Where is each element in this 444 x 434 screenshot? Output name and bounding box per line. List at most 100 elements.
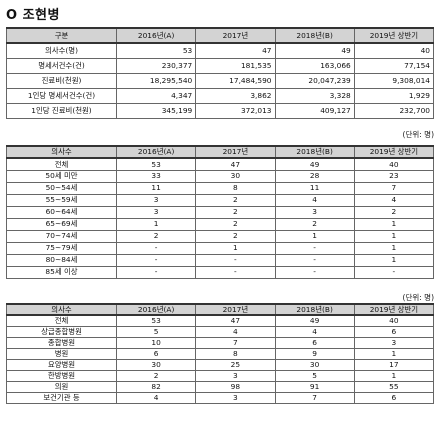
table-cell: 1 (353, 369, 435, 382)
unit-label-1: (단위: 명) (402, 130, 434, 139)
table-cell: 1 (353, 347, 435, 360)
table-row: 전체 53 47 49 40 (6, 314, 435, 327)
row-label: 종합병원 (6, 336, 117, 349)
column-header: 2019년 상반기 (353, 145, 435, 159)
table-row: 75~79세 -1-1 (6, 241, 435, 255)
row-header-label: 의사수 (6, 145, 117, 159)
table-cell: 3 (274, 205, 355, 219)
table-cell: 18,295,540 (115, 72, 197, 89)
table-row: 1인당 진료비(천원) 345,199 372,013 409,127 232,700 (6, 102, 435, 119)
table-cell: 11 (274, 181, 355, 195)
table-cell: 23 (353, 169, 435, 183)
table-cell: 2 (115, 229, 197, 243)
unit-label-2: (단위: 명) (402, 293, 434, 302)
table-cell: 8 (195, 347, 276, 360)
table-cell: - (195, 265, 276, 279)
table-cell: - (115, 265, 197, 279)
table-cell: - (353, 265, 435, 279)
table-cell: 47 (195, 42, 276, 59)
table-cell: 6 (115, 347, 197, 360)
table-cell: 3 (353, 336, 435, 349)
column-header: 2017년 (195, 303, 276, 316)
table-cell: 5 (115, 325, 197, 338)
table-cell: 1 (353, 229, 435, 243)
table-cell: 2 (195, 217, 276, 231)
table-cell: 55 (353, 380, 435, 393)
table-cell: 49 (274, 157, 355, 171)
table-row: 진료비(천원) 18,295,540 17,484,590 20,047,239 9,3… (6, 72, 435, 89)
table-cell: 1 (353, 253, 435, 267)
table-row: 70~74세 2 2 1 1 (6, 229, 435, 243)
table-cell: 47 (195, 314, 276, 327)
table-cell: 40 (353, 314, 435, 327)
table-row: 65~69세 1 2 2 1 (6, 217, 435, 231)
table-cell: 7 (274, 391, 355, 404)
row-label: 70~74세 (6, 229, 117, 243)
table-cell: 230,377 (115, 57, 197, 74)
table-row: 병원 6 8 9 1 (6, 347, 435, 360)
row-label: 의원 (6, 380, 117, 393)
row-label: 병원 (6, 347, 117, 360)
column-header: 2019년 상반기 (353, 303, 435, 316)
header-row: 의사수 2016년(A) 2017년 2018년(B) 2019년 상반기 (6, 303, 435, 316)
table-row: 1인당 명세서건수(건) 4,347 3,862 3,328 1,929 (6, 87, 435, 104)
column-header: 2018년(B) (274, 27, 355, 44)
table-cell: - (274, 241, 355, 255)
table-row: 상급종합병원 5 4 4 6 (6, 325, 435, 338)
table-cell: 232,700 (353, 102, 435, 119)
row-label: 55~59세 (6, 193, 117, 207)
table-cell: 4 (353, 193, 435, 207)
section-title: O 조현병 (6, 8, 60, 23)
table-cell: 4,347 (115, 87, 197, 104)
table-row: 의사수(명) 53 47 49 40 (6, 42, 435, 59)
table-cell: 3,862 (195, 87, 276, 104)
column-header: 2018년(B) (274, 303, 355, 316)
table-cell: 53 (115, 157, 197, 171)
table-cell: 17,484,590 (195, 72, 276, 89)
table-cell: 28 (274, 169, 355, 183)
row-label: 보건기관 등 (6, 391, 117, 404)
row-label: 한방병원 (6, 369, 117, 382)
table-cell: - (195, 253, 276, 267)
row-label: 명세서건수(건) (6, 57, 117, 74)
table-cell: - (274, 253, 355, 267)
table-cell: 4 (274, 193, 355, 207)
table-cell: 4 (115, 391, 197, 404)
table-cell: 9 (274, 347, 355, 360)
row-label: 의사수(명) (6, 42, 117, 59)
table-row: 55~59세 3 2 4 4 (6, 193, 435, 207)
table-cell: 163,066 (274, 57, 355, 74)
table-cell: 1 (353, 217, 435, 231)
summary-table: 구분 2016년(A) 2017년 2018년(B) 2019년 상반기 의사수(명) 53… (6, 27, 435, 119)
table-cell: 8 (195, 181, 276, 195)
table-cell: 1 (353, 241, 435, 255)
table-cell: 6 (353, 391, 435, 404)
table-cell: 40 (353, 42, 435, 59)
table-row: 80~84세 - - -1 (6, 253, 435, 267)
table-cell: 33 (115, 169, 197, 183)
table-cell: 3 (115, 205, 197, 219)
table-cell: 3 (115, 193, 197, 207)
row-label: 65~69세 (6, 217, 117, 231)
table-cell: 91 (274, 380, 355, 393)
table-cell: 1,929 (353, 87, 435, 104)
table-cell: 3 (195, 369, 276, 382)
table-cell: - (115, 253, 197, 267)
column-header: 2016년(A) (115, 27, 197, 44)
row-label: 진료비(천원) (6, 72, 117, 89)
column-header: 2017년 (195, 27, 276, 44)
table-row: 50세 미만 33 30 28 23 (6, 169, 435, 183)
table-cell: 2 (195, 229, 276, 243)
table-cell: 20,047,239 (274, 72, 355, 89)
table-cell: 7 (195, 336, 276, 349)
table-cell: 4 (195, 325, 276, 338)
row-label: 전체 (6, 314, 117, 327)
table-cell: 40 (353, 157, 435, 171)
row-header-label: 의사수 (6, 303, 117, 316)
table-cell: 82 (115, 380, 197, 393)
table-cell: 49 (274, 314, 355, 327)
table-cell: 2 (195, 193, 276, 207)
table-cell: 2 (353, 205, 435, 219)
table-cell: 98 (195, 380, 276, 393)
table-row: 한방병원 2 3 5 1 (6, 369, 435, 382)
